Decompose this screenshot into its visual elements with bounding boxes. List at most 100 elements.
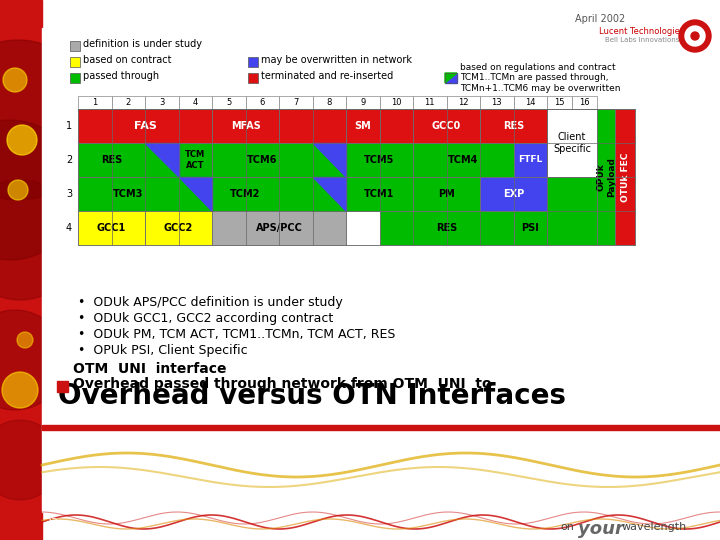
- Text: APS/PCC: APS/PCC: [256, 223, 302, 233]
- Bar: [312, 96, 346, 109]
- Text: 7: 7: [293, 98, 298, 107]
- Text: 11: 11: [425, 98, 435, 107]
- Text: PM: PM: [438, 189, 455, 199]
- Bar: [379, 211, 513, 245]
- Text: 14: 14: [525, 98, 536, 107]
- Text: OTUk FEC: OTUk FEC: [621, 152, 629, 201]
- Text: TCM6: TCM6: [247, 155, 277, 165]
- Text: GCC1: GCC1: [97, 223, 126, 233]
- Text: Overhead passed through network from OTM  UNI  to: Overhead passed through network from OTM…: [73, 377, 492, 391]
- Text: GCC2: GCC2: [164, 223, 193, 233]
- Bar: [480, 177, 547, 211]
- Circle shape: [0, 120, 80, 260]
- Text: TCM2: TCM2: [230, 189, 261, 199]
- Bar: [42, 425, 720, 430]
- Text: 6: 6: [260, 98, 265, 107]
- Text: 1: 1: [66, 121, 72, 131]
- Circle shape: [691, 32, 699, 40]
- Text: on: on: [560, 522, 574, 532]
- Bar: [248, 57, 258, 67]
- Text: 1: 1: [92, 98, 97, 107]
- Text: 8: 8: [327, 98, 332, 107]
- Circle shape: [0, 420, 60, 500]
- Text: TCM4: TCM4: [448, 155, 478, 165]
- Text: OTM  UNI  interface: OTM UNI interface: [73, 362, 227, 376]
- Bar: [346, 109, 379, 143]
- Bar: [42, 28, 720, 512]
- Bar: [212, 109, 279, 143]
- Bar: [78, 211, 145, 245]
- Bar: [70, 57, 80, 67]
- Bar: [145, 211, 212, 245]
- Polygon shape: [145, 143, 179, 177]
- Bar: [480, 109, 547, 143]
- Text: 2: 2: [125, 98, 131, 107]
- Bar: [0, 0, 42, 540]
- Text: based on contract: based on contract: [83, 55, 171, 65]
- Text: 3: 3: [66, 189, 72, 199]
- Text: FAS: FAS: [134, 121, 156, 131]
- Polygon shape: [145, 143, 179, 177]
- Text: based on regulations and contract
TCM1..TCMn are passed through,
TCMn+1..TCM6 ma: based on regulations and contract TCM1..…: [460, 63, 621, 93]
- Bar: [78, 177, 179, 211]
- Bar: [346, 143, 413, 177]
- Text: •  ODUk APS/PCC definition is under study: • ODUk APS/PCC definition is under study: [78, 296, 343, 309]
- Bar: [513, 143, 547, 177]
- Text: TCM1: TCM1: [364, 189, 395, 199]
- Text: 15: 15: [554, 98, 564, 107]
- Bar: [597, 109, 615, 245]
- Bar: [78, 109, 212, 143]
- Polygon shape: [312, 177, 346, 211]
- Bar: [379, 96, 413, 109]
- Bar: [57, 381, 68, 392]
- Bar: [513, 96, 547, 109]
- Circle shape: [0, 310, 65, 410]
- Text: definition is under study: definition is under study: [83, 39, 202, 49]
- Bar: [413, 96, 446, 109]
- Bar: [179, 143, 212, 177]
- Bar: [446, 96, 480, 109]
- Text: Bell Labs Innovations: Bell Labs Innovations: [605, 37, 679, 43]
- Text: GCC0: GCC0: [432, 121, 461, 131]
- Circle shape: [0, 180, 80, 300]
- Polygon shape: [179, 177, 212, 211]
- Bar: [413, 177, 480, 211]
- Bar: [246, 96, 279, 109]
- Polygon shape: [312, 143, 346, 177]
- Bar: [212, 96, 246, 109]
- Text: TCM3: TCM3: [113, 189, 143, 199]
- Bar: [513, 211, 547, 245]
- Text: RES: RES: [101, 155, 122, 165]
- Bar: [572, 96, 597, 109]
- Bar: [547, 96, 572, 109]
- Bar: [112, 96, 145, 109]
- Bar: [70, 73, 80, 83]
- Bar: [145, 96, 179, 109]
- Bar: [547, 177, 597, 245]
- Bar: [179, 96, 212, 109]
- Text: 4: 4: [193, 98, 198, 107]
- Text: OPUk
Payload: OPUk Payload: [596, 157, 616, 197]
- Polygon shape: [312, 143, 346, 177]
- Bar: [413, 143, 513, 177]
- Text: PSI: PSI: [521, 223, 539, 233]
- Circle shape: [3, 68, 27, 92]
- Bar: [212, 143, 312, 177]
- Text: April 2002: April 2002: [575, 14, 625, 24]
- Circle shape: [7, 125, 37, 155]
- Bar: [78, 177, 547, 211]
- Text: •  ODUk PM, TCM ACT, TCM1..TCMn, TCM ACT, RES: • ODUk PM, TCM ACT, TCM1..TCMn, TCM ACT,…: [78, 328, 395, 341]
- Bar: [346, 177, 413, 211]
- Bar: [279, 96, 312, 109]
- Bar: [179, 177, 312, 211]
- Bar: [78, 143, 547, 177]
- Text: 3: 3: [159, 98, 164, 107]
- Text: TCM
ACT: TCM ACT: [185, 150, 205, 170]
- Bar: [212, 211, 346, 245]
- Text: EXP: EXP: [503, 189, 524, 199]
- Text: passed through: passed through: [83, 71, 159, 81]
- Bar: [346, 96, 379, 109]
- Text: RES: RES: [503, 121, 524, 131]
- Text: MFAS: MFAS: [230, 121, 261, 131]
- Text: TCM5: TCM5: [364, 155, 395, 165]
